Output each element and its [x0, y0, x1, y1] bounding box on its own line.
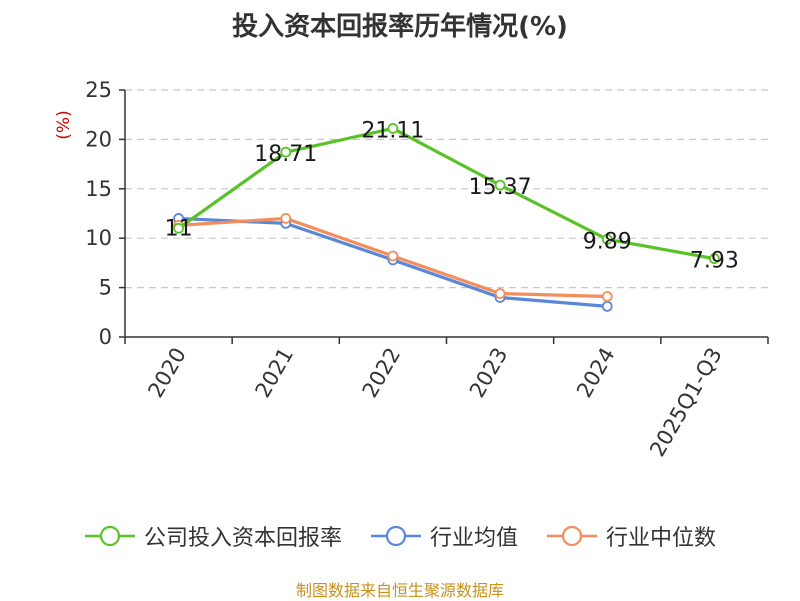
- legend-label: 行业均值: [429, 526, 518, 551]
- legend: 公司投入资本回报率 行业均值 行业中位数: [0, 520, 800, 552]
- legend-marker-icon: [84, 525, 135, 547]
- x-tick-label: 2022: [358, 344, 406, 402]
- y-tick-label: 20: [85, 127, 112, 151]
- x-tick-label: 2023: [465, 344, 513, 402]
- legend-marker-icon: [547, 525, 597, 547]
- data-label: 11: [165, 216, 193, 241]
- data-point: [601, 233, 613, 245]
- y-tick-label: 15: [85, 177, 112, 201]
- x-tick-label: 2021: [251, 344, 299, 402]
- legend-item: 行业均值: [370, 520, 518, 552]
- y-tick-label: 0: [99, 325, 112, 349]
- grid-layer: [125, 89, 768, 289]
- data-point: [601, 291, 613, 302]
- data-point: [494, 179, 506, 191]
- data-point: [387, 123, 399, 134]
- x-tick-label: 2024: [572, 344, 620, 402]
- series-line: [177, 126, 715, 261]
- data-point: [709, 253, 720, 265]
- data-point: [173, 222, 184, 234]
- legend-label: 公司投入资本回报率: [143, 526, 342, 551]
- legend-label: 行业中位数: [606, 526, 717, 551]
- y-tick-label: 5: [99, 276, 112, 300]
- data-point: [601, 300, 613, 312]
- legend-item: 行业中位数: [546, 520, 716, 552]
- legend-item: 公司投入资本回报率: [84, 520, 342, 552]
- series-layer: [173, 123, 720, 312]
- data-point: [280, 213, 292, 224]
- data-point: [280, 146, 292, 158]
- data-point: [494, 288, 506, 299]
- data-label-layer: 11 18.71 21.11 15.37 9.89 7.93: [165, 118, 739, 273]
- y-tick-label: 10: [85, 226, 112, 250]
- data-label: 7.93: [690, 249, 739, 274]
- chart-title: 投入资本回报率历年情况(%): [232, 12, 568, 42]
- data-label: 18.71: [254, 142, 317, 167]
- data-label: 21.11: [361, 118, 424, 143]
- data-label: 15.37: [469, 175, 532, 200]
- legend-marker-icon: [370, 525, 421, 547]
- data-point: [387, 250, 399, 262]
- x-tick-label: 2025Q1-Q3: [645, 344, 727, 461]
- y-tick-label: 25: [85, 78, 112, 102]
- data-label: 9.89: [583, 229, 632, 254]
- x-tick-label: 2020: [143, 344, 191, 402]
- y-axis-label: (%): [54, 110, 74, 139]
- source-note: 制图数据来自恒生聚源数据库: [295, 581, 504, 600]
